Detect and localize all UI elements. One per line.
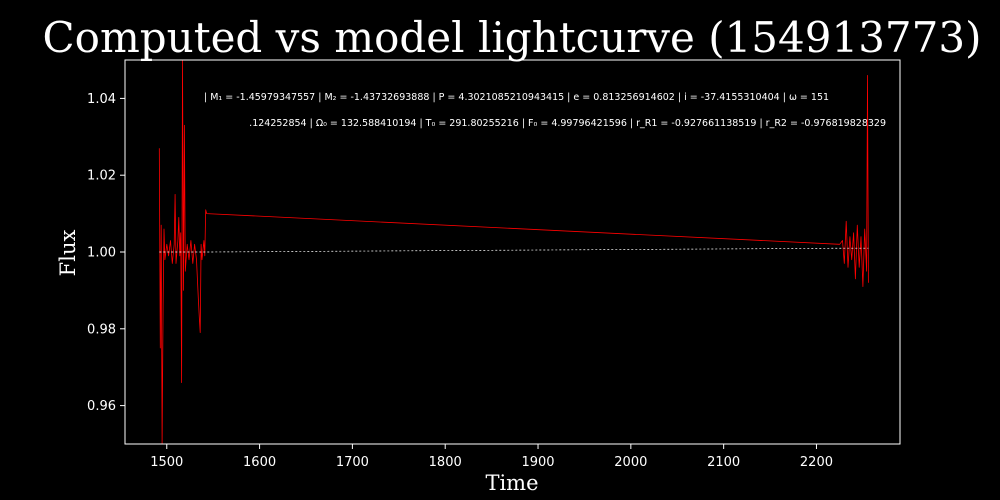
- x-tick-label: 1500: [150, 455, 183, 470]
- y-tick-label: 1.02: [87, 169, 116, 184]
- x-tick-label: 2100: [707, 455, 740, 470]
- x-axis: 1500 1600 1700 1800 1900 2000 2100 2200: [150, 444, 833, 470]
- y-tick-label: 0.96: [87, 399, 116, 414]
- x-tick-label: 1700: [336, 455, 369, 470]
- parameter-annotation: | M₁ = -1.45979347557 | M₂ = -1.43732693…: [204, 92, 829, 103]
- x-tick-label: 1800: [429, 455, 462, 470]
- x-axis-label: Time: [485, 471, 538, 495]
- x-tick-label: 1900: [521, 455, 554, 470]
- observed-line: [158, 59, 869, 445]
- x-tick-label: 1600: [243, 455, 276, 470]
- plot-area: | M₁ = -1.45979347557 | M₂ = -1.43732693…: [87, 59, 901, 470]
- x-tick-label: 2000: [614, 455, 647, 470]
- y-tick-label: 1.00: [87, 246, 116, 261]
- chart-title: Computed vs model lightcurve (154913773): [43, 13, 982, 62]
- series-layer: [158, 59, 869, 445]
- y-tick-label: 0.98: [87, 322, 116, 337]
- y-tick-label: 1.04: [87, 92, 116, 107]
- x-tick-label: 2200: [800, 455, 833, 470]
- y-axis: 0.96 0.98 1.00 1.02 1.04: [87, 92, 125, 414]
- parameter-annotation: .124252854 | Ω₀ = 132.588410194 | T₀ = 2…: [249, 118, 886, 129]
- model-line: [159, 247, 869, 253]
- y-axis-label: Flux: [56, 230, 80, 277]
